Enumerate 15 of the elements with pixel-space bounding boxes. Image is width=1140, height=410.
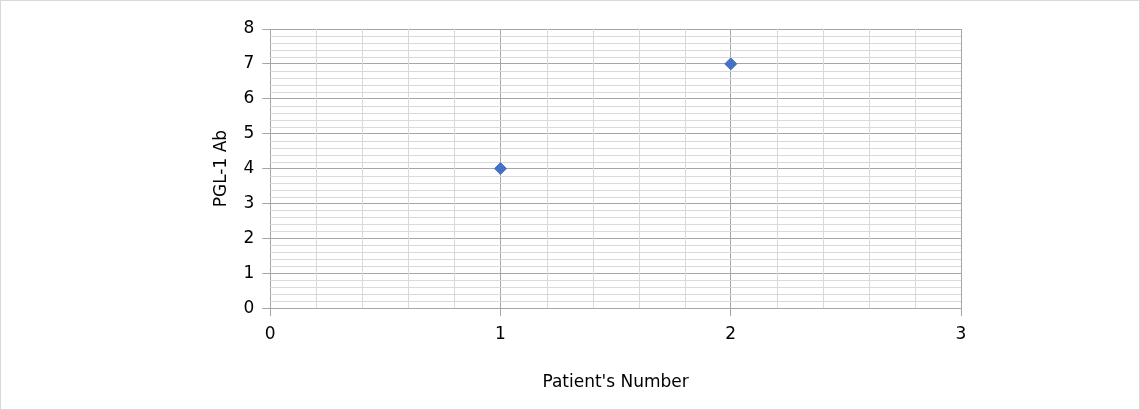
y-tick-label: 6 — [243, 87, 255, 108]
x-tick-label: 2 — [725, 322, 737, 343]
y-tick-label: 3 — [243, 191, 255, 212]
y-tick-label: 4 — [243, 157, 255, 178]
x-tick-label: 0 — [264, 322, 276, 343]
y-tick-label: 5 — [243, 122, 255, 143]
y-tick-label: 1 — [243, 261, 255, 282]
y-tick-label: 7 — [243, 52, 255, 73]
x-axis-title: Patient's Number — [542, 371, 689, 392]
y-tick-label: 8 — [243, 17, 255, 38]
x-tick-label: 3 — [955, 322, 967, 343]
y-tick-label: 2 — [243, 226, 255, 247]
y-tick-label: 0 — [243, 296, 255, 317]
x-tick-label: 1 — [495, 322, 506, 343]
y-axis-title: PGL-1 Ab — [209, 129, 230, 208]
